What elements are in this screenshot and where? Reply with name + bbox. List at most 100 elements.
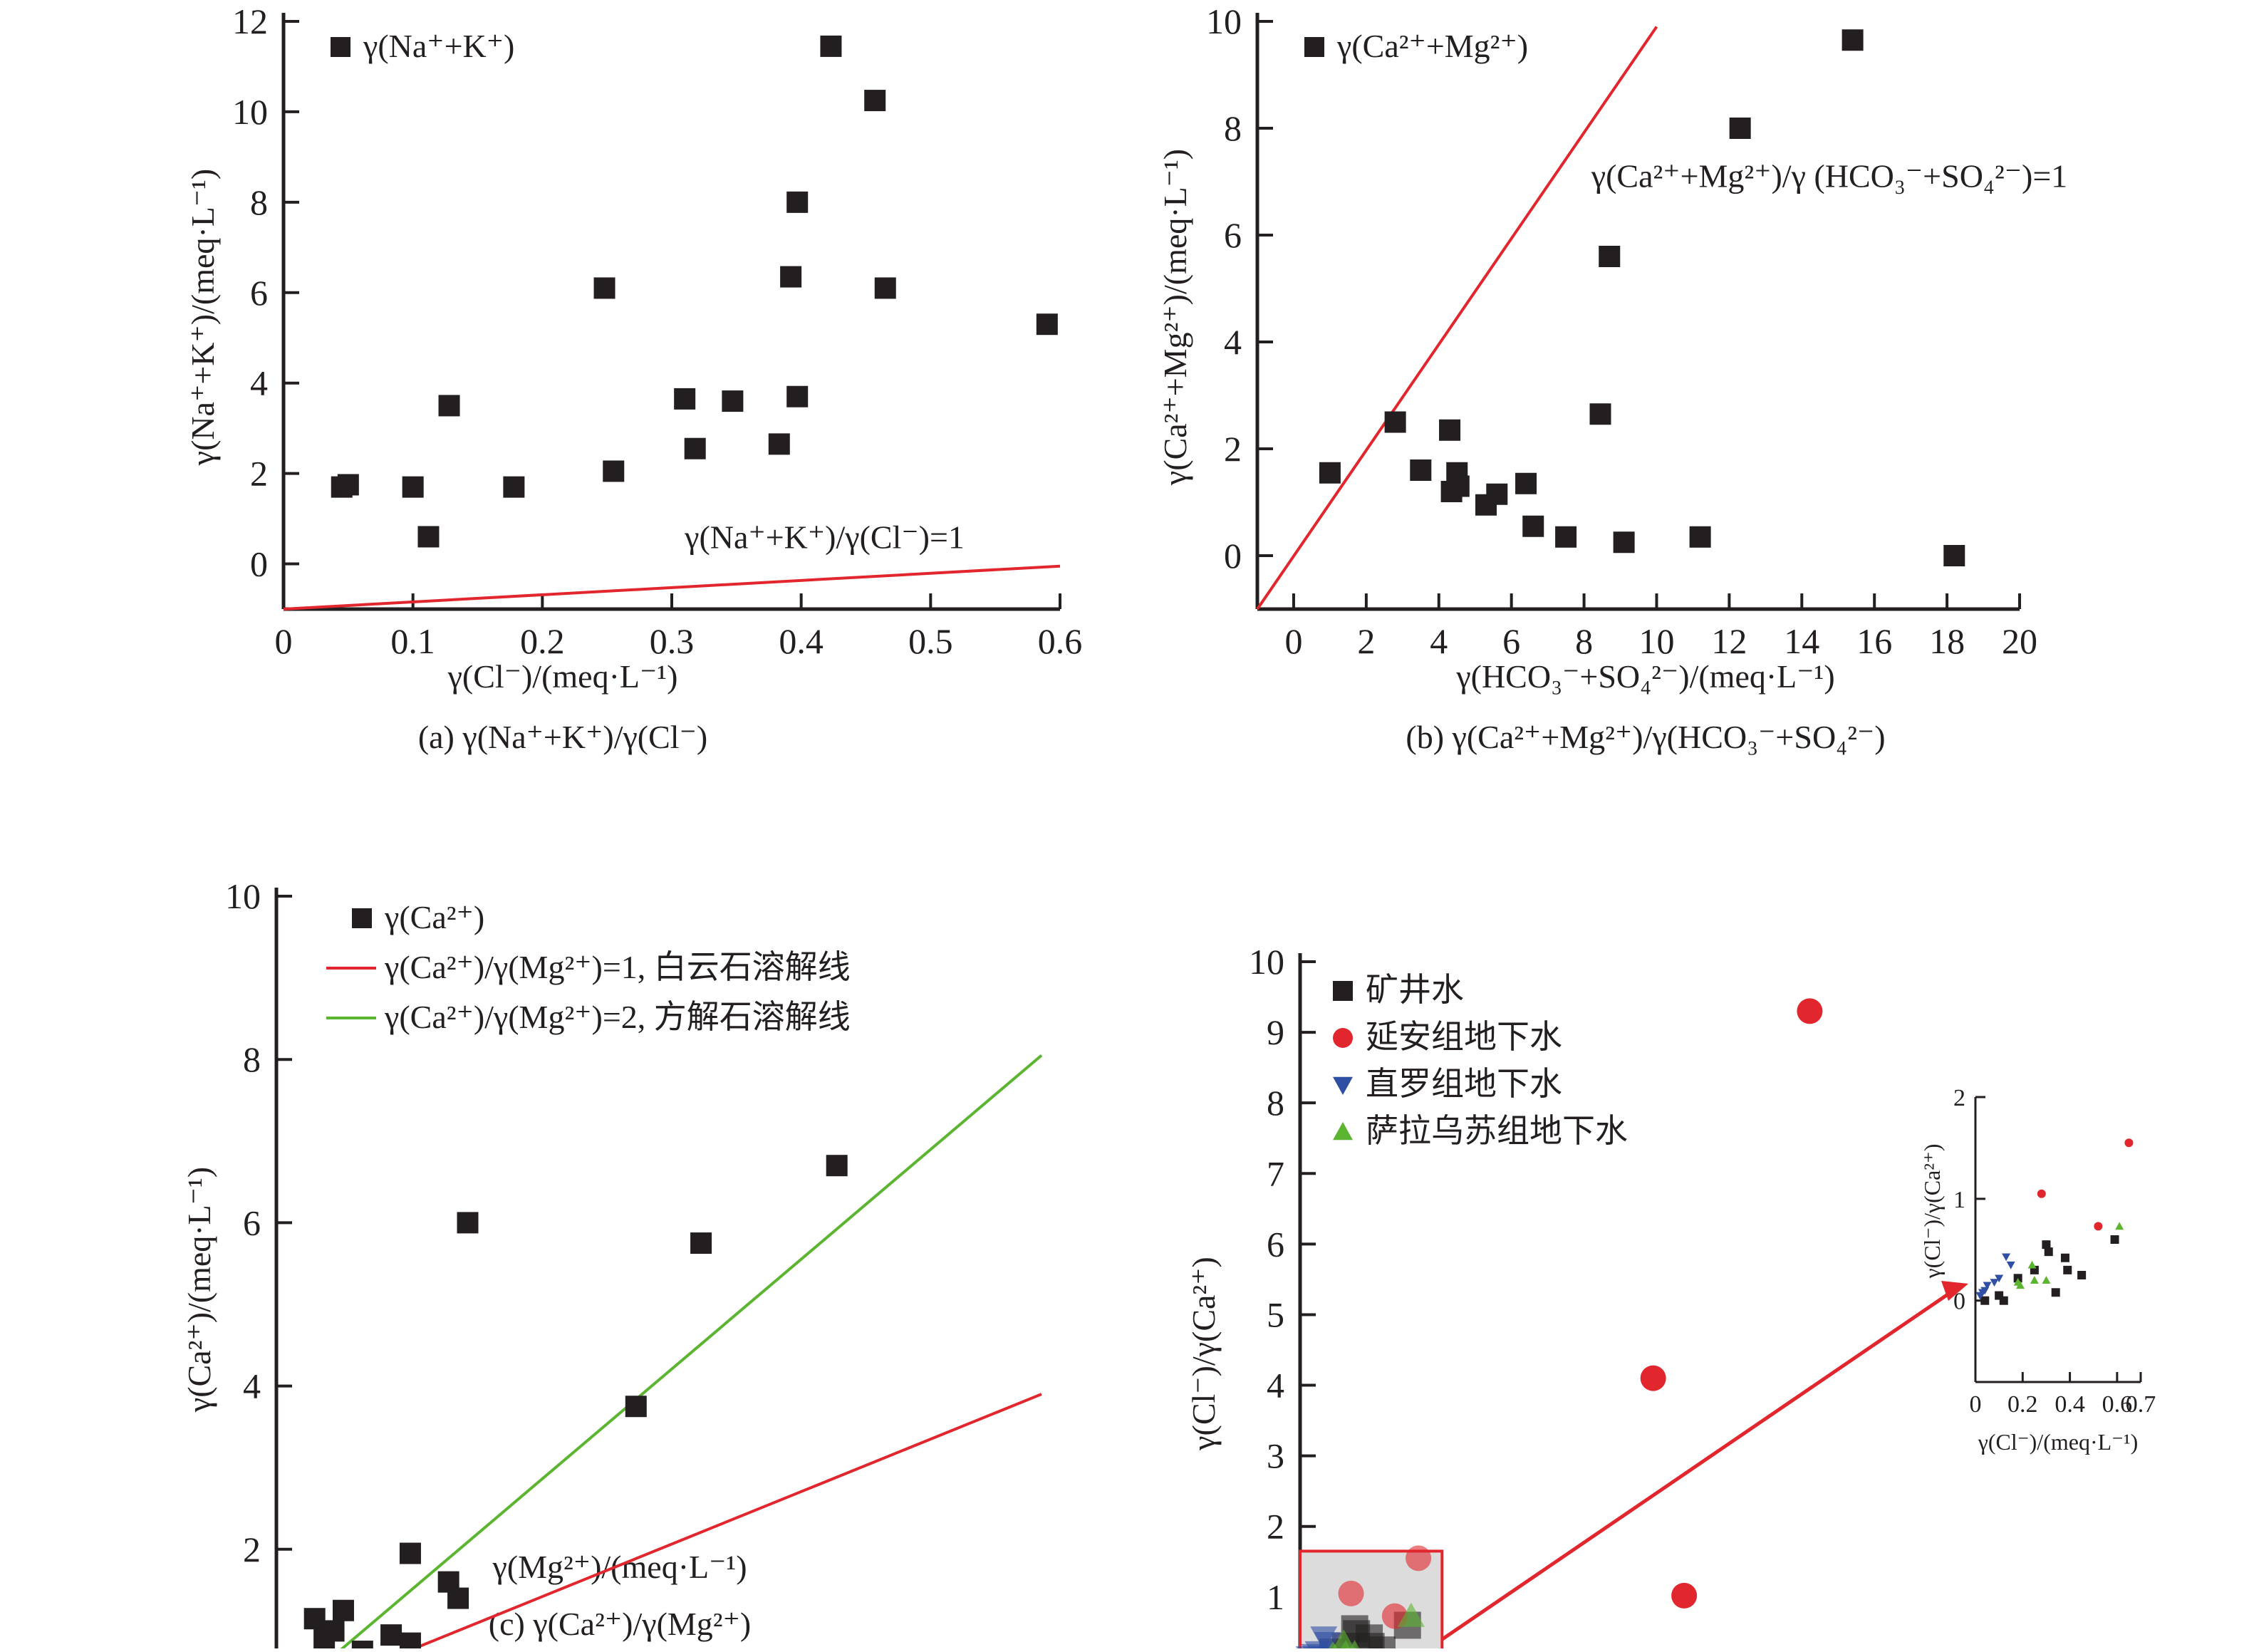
x-tick-label: 8 — [1575, 621, 1593, 661]
reference-line — [1257, 27, 1656, 610]
data-point — [402, 477, 424, 498]
y-tick-label: 9 — [1267, 1012, 1284, 1052]
data-point — [1555, 526, 1576, 548]
inset-data-point — [1990, 1279, 1999, 1287]
inset-data-point — [2037, 1190, 2046, 1198]
data-point — [1037, 313, 1058, 335]
y-tick-label: 6 — [243, 1202, 261, 1242]
series-0 — [331, 36, 1058, 548]
legend-label: 萨拉乌苏组地下水 — [1366, 1111, 1628, 1150]
data-point — [417, 526, 439, 547]
data-point — [1797, 998, 1822, 1024]
inset-data-point — [2045, 1247, 2053, 1256]
data-point — [457, 1212, 479, 1233]
data-point — [820, 36, 841, 57]
data-point — [323, 1620, 345, 1641]
data-point — [439, 395, 460, 416]
data-point — [875, 277, 896, 298]
y-tick-label: 5 — [1267, 1294, 1284, 1334]
data-point — [826, 1155, 848, 1176]
legend-label: 直罗组地下水 — [1366, 1064, 1562, 1103]
inset-data-point — [2061, 1254, 2069, 1262]
line-annotation: γ(Ca²⁺+Mg²⁺)/γ (HCO₃⁻+SO₄²⁻)=1 — [1591, 158, 2068, 194]
data-point — [769, 433, 790, 454]
y-tick-label: 3 — [1267, 1436, 1284, 1476]
x-tick-label: 12 — [1711, 621, 1747, 661]
inset-data-point — [2094, 1222, 2102, 1230]
inset-data-point — [2124, 1138, 2133, 1147]
x-axis-title: γ(Cl⁻)/(meq·L⁻¹) — [447, 658, 678, 695]
legend-label: γ(Na⁺+K⁺) — [363, 28, 514, 64]
inset-x-tick-label: 0.4 — [2055, 1391, 2085, 1418]
panel-c: 12342468100γ(Mg²⁺)/(meq·L⁻¹)γ(Ca²⁺)/(meq… — [0, 819, 1122, 1648]
inset-x-tick-label: 0 — [1970, 1391, 1982, 1418]
panel-caption: (a) γ(Na⁺+K⁺)/γ(Cl⁻) — [418, 719, 707, 755]
x-tick-label: 0.3 — [650, 621, 695, 661]
data-point — [400, 1633, 421, 1648]
inset-data-point — [2030, 1276, 2039, 1284]
y-tick-label: 12 — [232, 1, 268, 41]
y-tick-label: 2 — [1224, 429, 1242, 469]
axes: 12342468100γ(Mg²⁺)/(meq·L⁻¹)γ(Ca²⁺)/(meq… — [181, 876, 1051, 1648]
inset-x-axis-title: γ(Cl⁻)/(meq·L⁻¹) — [1978, 1429, 2139, 1455]
data-point — [674, 388, 695, 410]
legend: γ(Ca²⁺+Mg²⁺) — [1304, 28, 1528, 64]
y-tick-label: 10 — [1249, 942, 1284, 982]
data-point — [1410, 459, 1431, 481]
data-point — [333, 1600, 354, 1621]
data-point — [864, 90, 885, 111]
data-point — [1319, 462, 1341, 484]
x-tick-label: 20 — [2002, 621, 2037, 661]
x-tick-label: 0.1 — [390, 621, 435, 661]
y-tick-label: 0 — [250, 544, 268, 584]
x-tick-label: 0.4 — [779, 621, 824, 661]
y-tick-label: 10 — [225, 876, 261, 916]
x-axis-title: γ(Mg²⁺)/(meq·L⁻¹) — [492, 1549, 747, 1585]
legend-label: 矿井水 — [1366, 970, 1464, 1009]
y-tick-label: 1 — [1267, 1577, 1284, 1617]
data-point — [722, 390, 743, 412]
zoom-arrow — [1442, 1290, 1954, 1639]
data-point — [1522, 516, 1544, 537]
inset-y-axis-title: γ(Cl⁻)/γ(Ca²⁺) — [1919, 1144, 1945, 1279]
data-point — [625, 1396, 647, 1417]
legend-swatch — [1333, 1077, 1353, 1095]
inset-data-point — [2111, 1235, 2119, 1244]
data-point — [1690, 526, 1711, 548]
legend-swatch — [1333, 1122, 1353, 1140]
data-point — [603, 460, 624, 482]
y-tick-label: 4 — [243, 1366, 261, 1406]
x-tick-label: 0.6 — [1038, 621, 1083, 661]
data-point — [690, 1232, 712, 1254]
data-point — [1439, 420, 1460, 441]
data-point — [780, 266, 801, 288]
y-tick-label: 0 — [1224, 536, 1242, 576]
inset-y-tick-label: 0 — [1953, 1289, 1965, 1315]
data-point — [594, 277, 615, 298]
panel-d: 00.51.01.52.02.53.03.54.0−1012345678910γ… — [1122, 819, 2244, 1648]
data-point — [503, 477, 524, 498]
y-tick-label: 7 — [1267, 1153, 1284, 1193]
y-tick-label: 10 — [232, 92, 268, 132]
inset-data-point — [2028, 1261, 2037, 1269]
y-tick-label: 6 — [250, 273, 268, 313]
x-tick-label: 0 — [1284, 621, 1302, 661]
legend-swatch — [1304, 37, 1324, 57]
y-axis-title: γ(Ca²⁺+Mg²⁺)/(meq·L⁻¹) — [1157, 149, 1193, 486]
legend-label: 延安组地下水 — [1366, 1017, 1562, 1056]
y-tick-label: 8 — [1267, 1083, 1284, 1123]
inset-data-point — [2063, 1266, 2072, 1274]
data-point — [1486, 484, 1507, 505]
data-point — [1368, 1636, 1396, 1648]
data-point — [1448, 476, 1470, 497]
y-tick-label: 2 — [1267, 1507, 1284, 1547]
y-axis-title: γ(Na⁺+K⁺)/(meq·L⁻¹) — [185, 169, 221, 466]
y-tick-label: 4 — [1267, 1366, 1284, 1406]
data-point — [338, 474, 359, 495]
x-tick-label: 16 — [1856, 621, 1892, 661]
data-point — [352, 1641, 373, 1648]
